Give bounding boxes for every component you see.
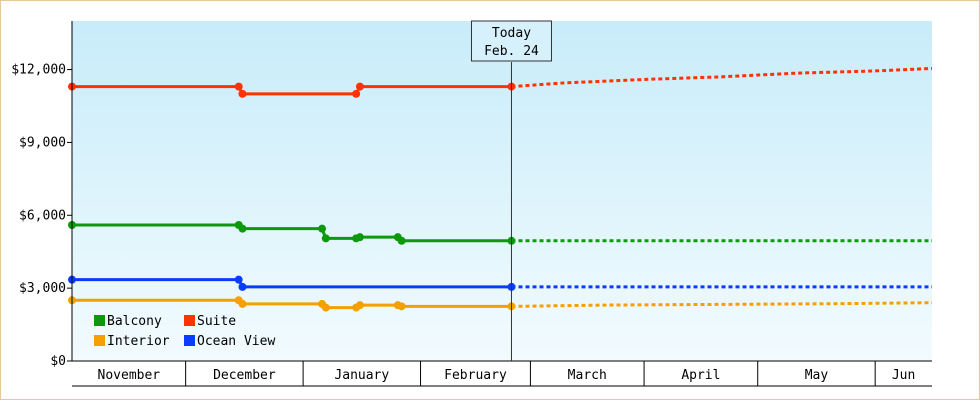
legend: Balcony Suite Interior Ocean View bbox=[94, 314, 275, 349]
data-point-balcony bbox=[355, 233, 364, 242]
data-point-ocean-view bbox=[234, 275, 243, 284]
legend-label-interior: Interior bbox=[107, 334, 170, 349]
data-point-interior bbox=[321, 303, 330, 312]
legend-label-ocean-view: Ocean View bbox=[197, 334, 275, 349]
data-point-suite bbox=[352, 89, 361, 98]
data-point-balcony bbox=[397, 236, 406, 245]
today-date-label: Feb. 24 bbox=[484, 44, 539, 59]
month-label: December bbox=[213, 368, 276, 383]
data-point-balcony bbox=[318, 224, 327, 233]
month-label: Jun bbox=[892, 368, 915, 383]
legend-swatch-balcony bbox=[94, 315, 105, 326]
month-label: November bbox=[98, 368, 161, 383]
data-point-interior bbox=[397, 302, 406, 311]
y-tick-label: $9,000 bbox=[19, 135, 66, 150]
month-label: April bbox=[681, 368, 720, 383]
y-tick-label: $12,000 bbox=[11, 63, 66, 78]
series-line-suite bbox=[72, 85, 512, 96]
series-ocean-view bbox=[68, 275, 932, 291]
series-suite bbox=[68, 66, 932, 98]
series-balcony bbox=[68, 221, 932, 245]
data-point-balcony bbox=[238, 224, 247, 233]
legend-swatch-ocean-view bbox=[184, 335, 195, 346]
y-tick-label: $0 bbox=[50, 354, 66, 369]
legend-swatch-suite bbox=[184, 315, 195, 326]
data-point-interior bbox=[238, 299, 247, 308]
month-label: March bbox=[568, 368, 607, 383]
plot-background bbox=[72, 21, 932, 361]
month-label: January bbox=[334, 368, 389, 383]
month-label: February bbox=[444, 368, 507, 383]
y-tick-label: $6,000 bbox=[19, 208, 66, 223]
data-point-balcony bbox=[321, 234, 330, 243]
data-point-interior bbox=[355, 301, 364, 310]
series-forecast-suite bbox=[511, 66, 932, 89]
data-point-ocean-view bbox=[238, 282, 247, 291]
month-label: May bbox=[805, 368, 829, 383]
series-interior bbox=[68, 296, 932, 312]
data-point-suite bbox=[238, 89, 247, 98]
data-point-suite bbox=[234, 82, 243, 91]
data-point-suite bbox=[355, 82, 364, 91]
legend-label-suite: Suite bbox=[197, 314, 236, 329]
series-line-ocean-view bbox=[72, 278, 512, 289]
today-box bbox=[470, 20, 552, 62]
legend-label-balcony: Balcony bbox=[107, 314, 162, 329]
y-tick-label: $3,000 bbox=[19, 281, 66, 296]
legend-swatch-interior bbox=[94, 335, 105, 346]
today-label: Today bbox=[492, 26, 531, 41]
